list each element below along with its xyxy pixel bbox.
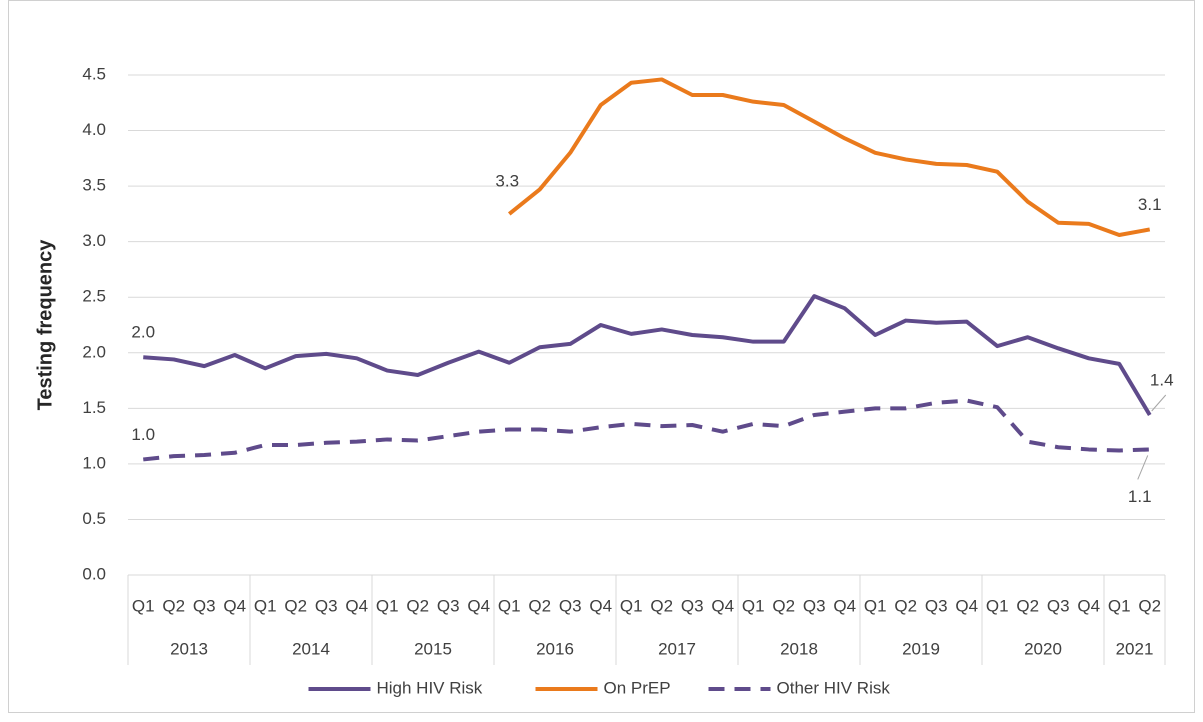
x-tick-label: Q1 — [620, 596, 643, 615]
x-tick-label: Q3 — [803, 596, 826, 615]
y-tick-label: 0.0 — [82, 564, 106, 583]
x-group-label: 2017 — [658, 639, 696, 658]
x-group-label: 2021 — [1116, 639, 1154, 658]
x-tick-label: Q3 — [1047, 596, 1070, 615]
leader-line — [1151, 394, 1167, 412]
y-tick-label: 2.5 — [82, 287, 106, 306]
x-group-label: 2020 — [1024, 639, 1062, 658]
x-group-label: 2015 — [414, 639, 452, 658]
data-label: 3.3 — [495, 171, 519, 190]
x-tick-label: Q2 — [162, 596, 185, 615]
x-tick-label: Q3 — [315, 596, 338, 615]
y-tick-label: 4.0 — [82, 120, 106, 139]
x-tick-label: Q1 — [742, 596, 765, 615]
x-tick-label: Q4 — [955, 596, 978, 615]
x-tick-label: Q3 — [681, 596, 704, 615]
x-tick-label: Q1 — [498, 596, 521, 615]
x-tick-label: Q1 — [132, 596, 155, 615]
x-tick-label: Q4 — [833, 596, 856, 615]
x-tick-label: Q2 — [406, 596, 429, 615]
x-tick-label: Q4 — [589, 596, 612, 615]
y-tick-label: 3.5 — [82, 176, 106, 195]
y-tick-label: 1.5 — [82, 398, 106, 417]
data-label: 2.0 — [131, 323, 155, 342]
x-tick-label: Q2 — [528, 596, 551, 615]
series-line — [143, 398, 1150, 462]
x-tick-label: Q3 — [559, 596, 582, 615]
legend-label: On PrEP — [604, 678, 671, 697]
series-line — [143, 294, 1152, 417]
y-tick-label: 1.0 — [82, 453, 106, 472]
legend-label: Other HIV Risk — [777, 678, 891, 697]
x-tick-label: Q1 — [864, 596, 887, 615]
x-tick-label: Q2 — [1016, 596, 1039, 615]
y-tick-label: 0.5 — [82, 509, 106, 528]
leader-line — [1137, 455, 1149, 480]
x-tick-label: Q4 — [345, 596, 368, 615]
x-tick-label: Q1 — [986, 596, 1009, 615]
x-tick-label: Q2 — [650, 596, 673, 615]
x-tick-label: Q4 — [1077, 596, 1100, 615]
x-tick-label: Q2 — [284, 596, 307, 615]
legend-label: High HIV Risk — [377, 678, 483, 697]
x-group-label: 2016 — [536, 639, 574, 658]
data-label: 1.1 — [1128, 487, 1152, 506]
x-group-label: 2019 — [902, 639, 940, 658]
y-tick-label: 3.0 — [82, 231, 106, 250]
y-tick-label: 2.0 — [82, 342, 106, 361]
x-group-label: 2013 — [170, 639, 208, 658]
data-label: 1.4 — [1150, 370, 1174, 389]
data-label: 1.0 — [131, 425, 155, 444]
x-tick-label: Q1 — [254, 596, 277, 615]
x-group-label: 2014 — [292, 639, 330, 658]
x-tick-label: Q3 — [193, 596, 216, 615]
x-tick-label: Q1 — [376, 596, 399, 615]
y-axis-title: Testing frequency — [34, 239, 56, 411]
x-tick-label: Q3 — [437, 596, 460, 615]
x-tick-label: Q4 — [711, 596, 734, 615]
x-tick-label: Q3 — [925, 596, 948, 615]
x-tick-label: Q1 — [1108, 596, 1131, 615]
series-line — [507, 77, 1151, 237]
x-tick-label: Q2 — [1138, 596, 1161, 615]
chart-frame — [8, 0, 1195, 713]
x-tick-label: Q2 — [894, 596, 917, 615]
x-tick-label: Q4 — [223, 596, 246, 615]
y-tick-label: 4.5 — [82, 64, 106, 83]
x-tick-label: Q4 — [467, 596, 490, 615]
x-group-label: 2018 — [780, 639, 818, 658]
x-tick-label: Q2 — [772, 596, 795, 615]
data-label: 3.1 — [1138, 195, 1162, 214]
